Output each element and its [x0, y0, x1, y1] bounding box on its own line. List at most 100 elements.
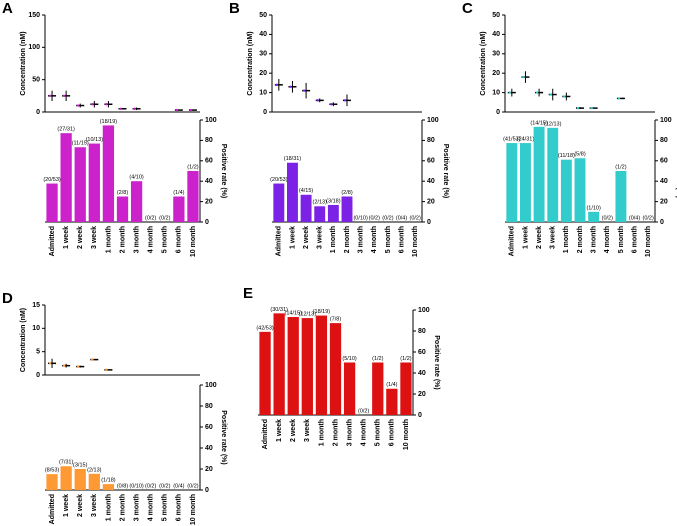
- y-tick-label: 80: [205, 137, 213, 144]
- x-tick-label: 1 week: [63, 494, 70, 517]
- value-label: (5/8): [574, 152, 585, 158]
- y-tick-label: 0: [496, 109, 500, 116]
- x-tick-label: 2 month: [119, 494, 126, 521]
- bar: [74, 469, 86, 490]
- y-tick-label: 20: [427, 198, 435, 205]
- bar: [386, 388, 398, 415]
- x-tick-label: 4 month: [361, 419, 368, 446]
- value-label: (0/2): [145, 215, 156, 221]
- value-label: (0/2): [159, 483, 170, 489]
- value-label: (3/15): [73, 462, 88, 468]
- bar: [273, 183, 285, 222]
- value-label: (0/10): [353, 215, 368, 221]
- bar: [588, 211, 600, 222]
- x-tick-label: 1 week: [63, 226, 70, 249]
- mean-dot: [133, 107, 136, 110]
- value-label: (7/8): [330, 317, 341, 323]
- bar: [547, 127, 559, 222]
- y-tick-label: 10: [259, 89, 267, 96]
- y-tick-label: 150: [28, 12, 40, 19]
- y-tick-label: 0: [205, 219, 209, 226]
- y-tick-label: 0: [660, 219, 664, 226]
- value-label: (30/31): [270, 307, 288, 313]
- y-tick-label: 20: [492, 70, 500, 77]
- bar: [520, 143, 531, 222]
- x-tick-label: 2 month: [119, 226, 126, 253]
- bar: [60, 133, 72, 222]
- value-label: (2/8): [341, 190, 352, 196]
- value-label: (7/31): [59, 460, 74, 466]
- x-tick-label: 5 month: [375, 419, 382, 446]
- x-tick-label: 5 month: [162, 494, 169, 521]
- value-label: (18/31): [284, 156, 302, 162]
- x-tick-label: 3 month: [133, 494, 140, 521]
- value-label: (0/4): [173, 483, 184, 489]
- value-label: (27/31): [57, 127, 75, 133]
- value-label: (20/53): [270, 177, 288, 183]
- mean-dot: [105, 103, 108, 106]
- mean-dot: [48, 362, 52, 365]
- x-tick-label: 5 month: [162, 226, 169, 253]
- value-label: (24/31): [517, 137, 535, 143]
- mean-dot: [189, 108, 193, 112]
- y-tick-label: 40: [259, 31, 267, 38]
- mean-dot: [275, 83, 279, 87]
- value-label: (14/15): [285, 310, 303, 316]
- x-tick-label: 1 week: [276, 419, 283, 442]
- x-tick-label: 2 week: [77, 226, 84, 249]
- value-label: (20/53): [43, 177, 61, 183]
- x-tick-label: Admitted: [276, 226, 283, 256]
- y-tick-label: 40: [205, 178, 213, 185]
- mean-dot: [119, 107, 122, 110]
- mean-dot: [563, 95, 566, 98]
- x-tick-label: 6 month: [398, 226, 405, 253]
- mean-dot: [330, 103, 333, 106]
- mean-dot: [62, 364, 66, 367]
- value-label: (10/13): [86, 137, 104, 143]
- y-tick-label: 15: [32, 302, 40, 309]
- mean-dot: [576, 106, 580, 110]
- x-tick-label: 3 week: [550, 226, 557, 249]
- y-tick-label: 20: [660, 198, 668, 205]
- x-tick-label: 4 month: [148, 494, 155, 521]
- bar: [102, 484, 115, 490]
- mean-dot: [316, 99, 319, 102]
- value-label: (1/2): [400, 356, 411, 362]
- y-tick-label: 20: [418, 391, 426, 398]
- mean-dot: [91, 358, 94, 361]
- x-tick-label: Admitted: [509, 226, 516, 256]
- value-label: (1/4): [173, 190, 184, 196]
- y-tick-label: 100: [205, 117, 217, 124]
- value-label: (4/10): [129, 175, 144, 181]
- y-tick-label: 80: [427, 137, 435, 144]
- x-tick-label: 3 week: [317, 226, 324, 249]
- bar: [372, 362, 384, 415]
- y-tick-label: 20: [205, 466, 213, 473]
- mean-dot: [522, 75, 525, 79]
- x-tick-label: 1 week: [522, 226, 529, 249]
- value-label: (12/13): [544, 121, 562, 127]
- x-tick-label: 10 month: [190, 226, 197, 257]
- x-tick-label: 3 month: [346, 419, 353, 446]
- value-label: (8/53): [45, 468, 60, 474]
- y-tick-label: 60: [660, 158, 668, 165]
- value-label: (41/53): [503, 137, 521, 143]
- value-label: (1/10): [586, 205, 601, 211]
- bar: [343, 362, 356, 415]
- bar: [506, 143, 518, 222]
- y-tick-label: 30: [259, 51, 267, 58]
- bar: [301, 318, 313, 415]
- value-label: (0/2): [410, 215, 421, 221]
- y-tick-label: 10: [32, 325, 40, 332]
- bar: [187, 171, 199, 222]
- x-tick-label: 1 month: [330, 226, 337, 253]
- y-tick-label: 5: [36, 349, 40, 356]
- x-tick-label: 6 month: [176, 226, 183, 253]
- mean-dot: [508, 91, 512, 94]
- bar: [287, 162, 298, 222]
- x-tick-label: 10 month: [403, 419, 410, 450]
- y-tick-label: 60: [205, 158, 213, 165]
- mean-dot: [289, 85, 292, 88]
- bar: [259, 331, 271, 415]
- y-tick-label: 50: [259, 12, 267, 19]
